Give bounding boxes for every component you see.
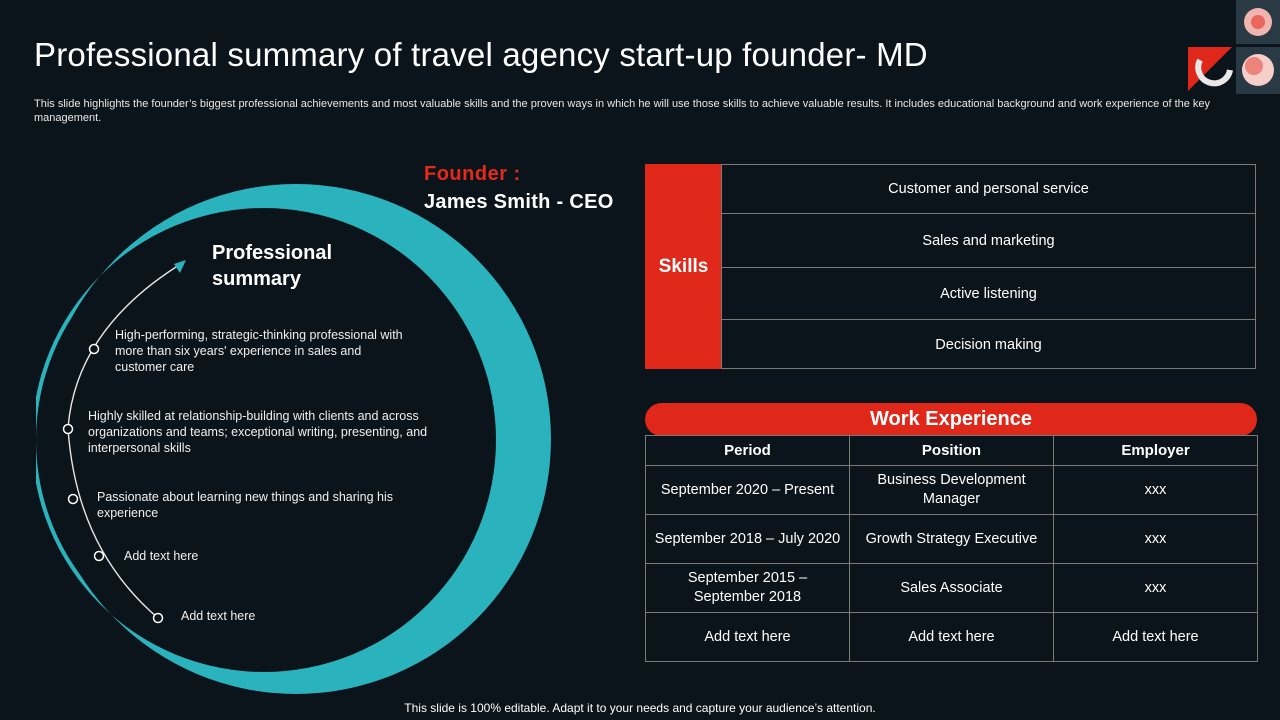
summary-item-3: Passionate about learning new things and…	[97, 490, 394, 520]
summary-item-5: Add text here	[181, 609, 256, 623]
table-row: September 2020 – Present Business Develo…	[645, 465, 1258, 515]
cell-employer: xxx	[1053, 465, 1258, 515]
page-subtitle: This slide highlights the founder’s bigg…	[34, 98, 1211, 124]
summary-heading-line1: Professional	[212, 242, 333, 264]
cell-position: Growth Strategy Executive	[849, 514, 1054, 564]
work-experience-table: Period Position Employer September 2020 …	[645, 435, 1258, 662]
table-row: Add text here Add text here Add text her…	[645, 612, 1258, 662]
skill-item: Decision making	[722, 319, 1255, 369]
summary-ring-graphic	[36, 184, 551, 694]
column-header-employer: Employer	[1053, 435, 1258, 466]
column-header-position: Position	[849, 435, 1054, 466]
summary-item-2: Highly skilled at relationship-building …	[88, 409, 428, 455]
cell-period: September 2020 – Present	[645, 465, 850, 515]
table-header-row: Period Position Employer	[645, 435, 1258, 466]
summary-item-1: High-performing, strategic-thinking prof…	[115, 328, 403, 374]
summary-heading: Professional summary	[212, 240, 392, 292]
page-title: Professional summary of travel agency st…	[34, 36, 928, 73]
skills-label: Skills	[645, 164, 722, 369]
cell-period: September 2015 – September 2018	[645, 563, 850, 613]
summary-heading-line2: summary	[212, 268, 301, 290]
cell-position: Add text here	[849, 612, 1054, 662]
founder-name: James Smith - CEO	[424, 191, 614, 213]
cell-position: Business Development Manager	[849, 465, 1054, 515]
brand-logo-icon	[1188, 0, 1280, 94]
footer-note: This slide is 100% editable. Adapt it to…	[404, 701, 876, 715]
skill-item: Active listening	[722, 267, 1255, 319]
cell-period: September 2018 – July 2020	[645, 514, 850, 564]
skill-item: Sales and marketing	[722, 213, 1255, 267]
column-header-period: Period	[645, 435, 850, 466]
table-row: September 2018 – July 2020 Growth Strate…	[645, 514, 1258, 564]
cell-employer: xxx	[1053, 563, 1258, 613]
founder-label: Founder :	[424, 163, 521, 185]
cell-employer: xxx	[1053, 514, 1258, 564]
cell-employer: Add text here	[1053, 612, 1258, 662]
cell-position: Sales Associate	[849, 563, 1054, 613]
skills-list: Customer and personal service Sales and …	[721, 164, 1256, 369]
table-row: September 2015 – September 2018 Sales As…	[645, 563, 1258, 613]
skill-item: Customer and personal service	[888, 181, 1089, 197]
cell-period: Add text here	[645, 612, 850, 662]
summary-item-4: Add text here	[124, 549, 199, 563]
work-experience-heading: Work Experience	[645, 403, 1257, 436]
